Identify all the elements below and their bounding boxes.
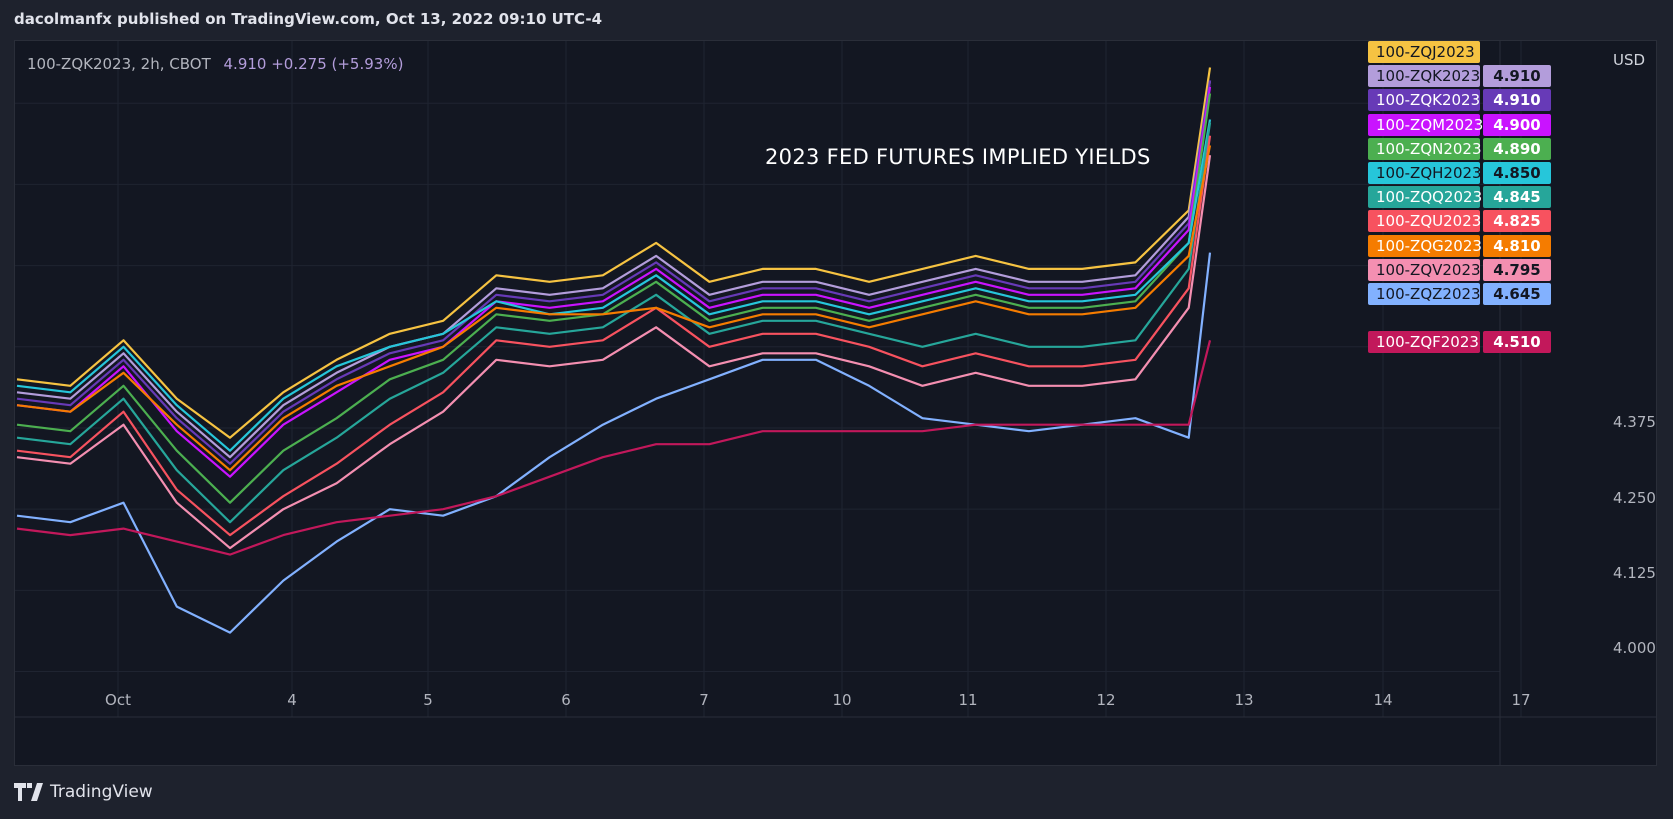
x-tick-label: 13 [1234,691,1254,709]
chart-pane[interactable]: 100-ZQK2023, 2h, CBOT 4.910 +0.275 (+5.9… [14,40,1657,766]
series-line-100-zqf2023 [16,340,1212,556]
ticker-label[interactable]: 100-ZQJ2023 [1368,41,1480,63]
ticker-label[interactable]: 100-ZQQ2023 [1368,186,1482,209]
series-line-100-zqm2023 [16,86,1212,478]
series-line-100-zqh2023 [16,119,1212,452]
ticker-value: 4.890 [1483,137,1551,160]
symbol-values: 4.910 +0.275 (+5.93%) [223,55,404,73]
ticker-value: 4.825 [1483,210,1551,233]
x-tick-label: 6 [561,691,571,709]
y-tick-label: 4.125 [1613,564,1656,582]
y-tick-label: 4.000 [1613,639,1656,657]
x-tick-label: 7 [699,691,709,709]
tradingview-logo-icon [14,783,43,801]
ticker-label[interactable]: 100-ZQK2023 [1368,89,1480,112]
x-tick-label: 11 [958,691,978,709]
chart-title: 2023 FED FUTURES IMPLIED YIELDS [765,145,1151,169]
x-tick-label: Oct [105,691,131,709]
chart-plot[interactable] [15,41,1656,765]
ticker-label[interactable]: 100-ZQZ2023 [1368,283,1481,305]
series-line-100-zqg2023 [16,145,1212,472]
ticker-value: 4.810 [1483,234,1551,257]
series-line-100-zqu2023 [16,135,1212,537]
series-line-100-zqn2023 [16,93,1212,504]
x-tick-label: 4 [287,691,297,709]
x-tick-label: 17 [1511,691,1531,709]
ticker-value: 4.845 [1483,186,1551,209]
ticker-value: 4.795 [1483,258,1551,281]
brand-name: TradingView [50,782,153,802]
ticker-value: 4.850 [1483,162,1551,184]
x-tick-label: 14 [1373,691,1393,709]
series-line-100-zqz2023 [16,252,1212,634]
y-tick-label: 4.375 [1613,413,1656,431]
ticker-label[interactable]: 100-ZQK2023 [1368,65,1480,88]
footer-brand[interactable]: TradingView [14,782,153,802]
x-tick-label: 10 [832,691,852,709]
ticker-value: 4.510 [1483,331,1551,354]
series-line-100-zqv2023 [16,155,1212,550]
series-line-100-zqq2023 [16,122,1212,524]
ticker-label[interactable]: 100-ZQH2023 [1368,162,1482,184]
series-line-100-zqk2023 [16,80,1212,465]
publish-info: dacolmanfx published on TradingView.com,… [14,10,603,28]
ticker-value: 4.900 [1483,113,1551,136]
ticker-label[interactable]: 100-ZQV2023 [1368,258,1481,281]
y-tick-label: 4.250 [1613,489,1656,507]
x-tick-label: 12 [1096,691,1116,709]
ticker-value: 4.645 [1483,283,1551,305]
ticker-value: 4.910 [1483,89,1551,112]
ticker-label[interactable]: 100-ZQU2023 [1368,210,1481,233]
symbol-legend[interactable]: 100-ZQK2023, 2h, CBOT 4.910 +0.275 (+5.9… [27,55,403,73]
series-line-100-zqk2023 [16,80,1212,459]
series-line-100-zqj2023 [16,67,1212,439]
x-tick-label: 5 [423,691,433,709]
ticker-label[interactable]: 100-ZQN2023 [1368,137,1482,160]
ticker-value: 4.910 [1483,65,1551,88]
symbol-name: 100-ZQK2023, 2h, CBOT [27,55,211,73]
ticker-label[interactable]: 100-ZQG2023 [1368,234,1482,257]
ticker-label[interactable]: 100-ZQF2023 [1368,331,1480,354]
currency-label[interactable]: USD [1613,51,1646,69]
ticker-label[interactable]: 100-ZQM2023 [1368,113,1483,136]
